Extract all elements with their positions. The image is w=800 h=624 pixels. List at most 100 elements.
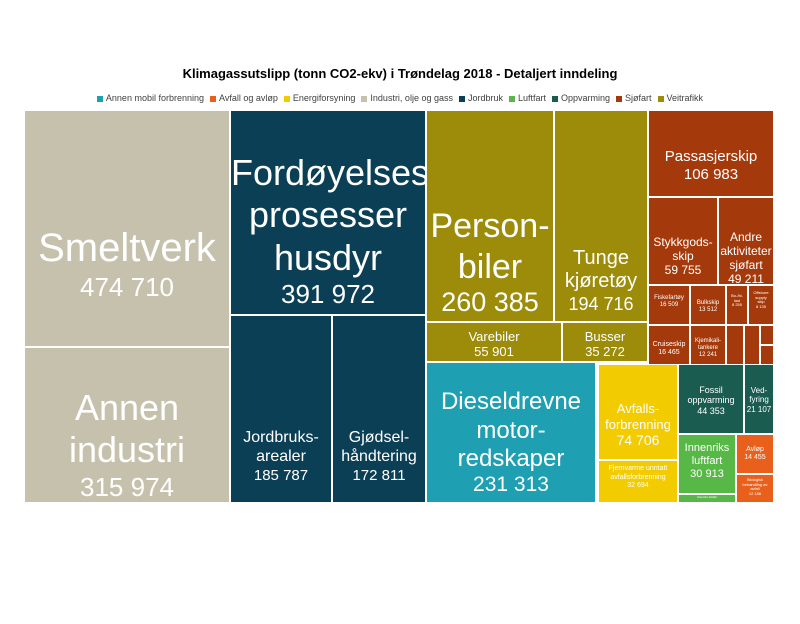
tile-value: 106 983 xyxy=(683,166,739,184)
tile-label: Avløp xyxy=(746,446,764,454)
legend-swatch xyxy=(458,95,465,102)
tile-label: Fossil oppvarming xyxy=(687,384,735,406)
treemap-tile: Kjemikali- tankere 12 241 xyxy=(690,325,726,365)
tile-label: Passasjerskip xyxy=(664,148,758,166)
legend-label: Annen mobil forbrenning xyxy=(105,93,204,103)
tile-value: 474 710 xyxy=(80,271,174,302)
legend-item: Luftfart xyxy=(508,93,546,103)
tile-label: Varebiler xyxy=(468,329,520,344)
tile-label: Tunge kjøretøy xyxy=(564,246,638,293)
tile-value: 194 716 xyxy=(568,293,634,314)
tile-label: Ved- fyring xyxy=(749,386,769,405)
tile-value: 35 272 xyxy=(585,344,625,360)
tile-value: 260 385 xyxy=(441,286,539,317)
legend-label: Oppvarming xyxy=(561,93,611,103)
legend-label: Sjøfart xyxy=(625,93,652,103)
tile-value: 231 313 xyxy=(473,473,549,497)
legend-label: Jordbruk xyxy=(467,93,503,103)
treemap-tile: Avløp 14 455 xyxy=(736,434,774,474)
tile-label: Andre aktiviteter sjøfart xyxy=(720,229,772,272)
tile-label: Busser xyxy=(584,329,626,344)
legend-swatch xyxy=(361,95,368,102)
tile-label: Cruiseskip xyxy=(652,341,686,349)
treemap-tile: Fordøyelses- prosesser husdyr 391 972 xyxy=(230,110,426,315)
tile-value: 315 974 xyxy=(80,471,174,502)
legend-swatch xyxy=(552,95,558,102)
treemap-tile: Avfalls- forbrenning 74 706 xyxy=(598,364,678,460)
legend-item: Avfall og avløp xyxy=(210,93,278,103)
tile-label: Gjødsel- håndtering xyxy=(341,428,417,465)
tile-label: Person- biler xyxy=(430,207,550,286)
treemap-tile: Biologisk behandling av avfall 12 186 xyxy=(736,474,774,503)
treemap-tile: Offshore supply skip 8 135 xyxy=(748,285,774,325)
tile-value: 16 465 xyxy=(658,349,680,357)
treemap-tile xyxy=(760,345,774,365)
legend-swatch xyxy=(616,95,623,102)
legend-label: Veitrafikk xyxy=(666,93,704,103)
legend-item: Jordbruk xyxy=(458,93,503,103)
chart-legend: Annen mobil forbrenning Avfall og avløp En… xyxy=(0,93,800,103)
treemap-tile: Bo-/bi- last 8 255 xyxy=(726,285,748,325)
tile-label: Innenriks luftfart xyxy=(684,442,730,468)
legend-label: Luftfart xyxy=(517,93,546,103)
tile-value: 391 972 xyxy=(281,279,375,310)
treemap-tile: Annen industri 315 974 xyxy=(24,347,230,503)
tile-value: 14 455 xyxy=(744,454,766,462)
tile-label: Fordøyelses- prosesser husdyr xyxy=(231,152,426,278)
tile-value: 21 107 xyxy=(746,404,772,414)
legend-swatch xyxy=(657,95,664,102)
tile-value: 16 509 xyxy=(659,301,679,308)
legend-item: Veitrafikk xyxy=(657,93,704,103)
treemap-tile: Jordbruks- arealer 185 787 xyxy=(230,315,332,503)
treemap-tile: Tunge kjøretøy 194 716 xyxy=(554,110,648,322)
legend-label: Avfall og avløp xyxy=(219,93,278,103)
tile-label: Annen industri xyxy=(68,387,186,471)
chart-title: Klimagassutslipp (tonn CO2-ekv) i Trønde… xyxy=(182,66,618,81)
treemap-tile: Fossil oppvarming 44 353 xyxy=(678,364,744,434)
tile-value: 12 241 xyxy=(698,352,718,359)
tile-label: Fiskefartøy xyxy=(654,294,684,301)
tile-value: 8 135 xyxy=(755,303,766,309)
treemap-tile: Stykkgods- skip 59 755 xyxy=(648,197,718,285)
legend-item: Oppvarming xyxy=(552,93,610,103)
treemap-tile: Utenriks luftfart xyxy=(678,494,736,503)
tile-label: Bulkskip xyxy=(696,300,720,306)
tile-label: Fjernvarme unntatt avfallsforbrenning xyxy=(608,465,668,481)
legend-swatch xyxy=(210,95,216,102)
tile-value: 8 255 xyxy=(731,302,742,308)
tile-label: Kjemikali- tankere xyxy=(694,338,721,352)
tile-value: 49 211 xyxy=(728,272,764,285)
tile-value: 13 512 xyxy=(698,307,718,314)
tile-label: Bo-/bi- last xyxy=(731,293,743,303)
treemap-tile xyxy=(760,325,774,345)
tile-label: Dieseldrevne motor- redskaper xyxy=(440,388,582,472)
tile-value: 172 811 xyxy=(352,466,406,484)
treemap-tile: Gjødsel- håndtering 172 811 xyxy=(332,315,426,503)
tile-value: 185 787 xyxy=(253,466,309,484)
tile-value: 74 706 xyxy=(616,432,660,449)
legend-swatch xyxy=(508,95,515,102)
tile-value: 12 186 xyxy=(748,491,762,497)
tile-label: Jordbruks- arealer xyxy=(243,428,319,465)
treemap-tile: Smeltverk 474 710 xyxy=(24,110,230,347)
tile-value: 59 755 xyxy=(664,263,702,278)
treemap-tile: Fiskefartøy 16 509 xyxy=(648,285,690,325)
tile-label: Avfalls- forbrenning xyxy=(605,401,671,432)
tile-value: 30 913 xyxy=(690,468,724,481)
legend-label: Energiforsyning xyxy=(292,93,356,103)
treemap-tile: Busser 35 272 xyxy=(562,322,648,362)
legend-item: Annen mobil forbrenning xyxy=(96,93,204,103)
tile-label: Biologisk behandling av avfall xyxy=(742,476,768,492)
tile-label: Utenriks luftfart xyxy=(696,494,718,499)
treemap-tile: Person- biler 260 385 xyxy=(426,110,554,322)
treemap-tile: Cruiseskip 16 465 xyxy=(648,325,690,365)
legend-swatch xyxy=(283,95,290,102)
tile-label: Smeltverk xyxy=(38,225,216,270)
legend-item: Energiforsyning xyxy=(283,93,356,103)
treemap-tile: Bulkskip 13 512 xyxy=(690,285,726,325)
treemap-tile: Passasjerskip 106 983 xyxy=(648,110,774,197)
tile-value: 32 694 xyxy=(627,481,649,489)
treemap-tile: Ved- fyring 21 107 xyxy=(744,364,774,434)
legend-item: Sjøfart xyxy=(616,93,652,103)
